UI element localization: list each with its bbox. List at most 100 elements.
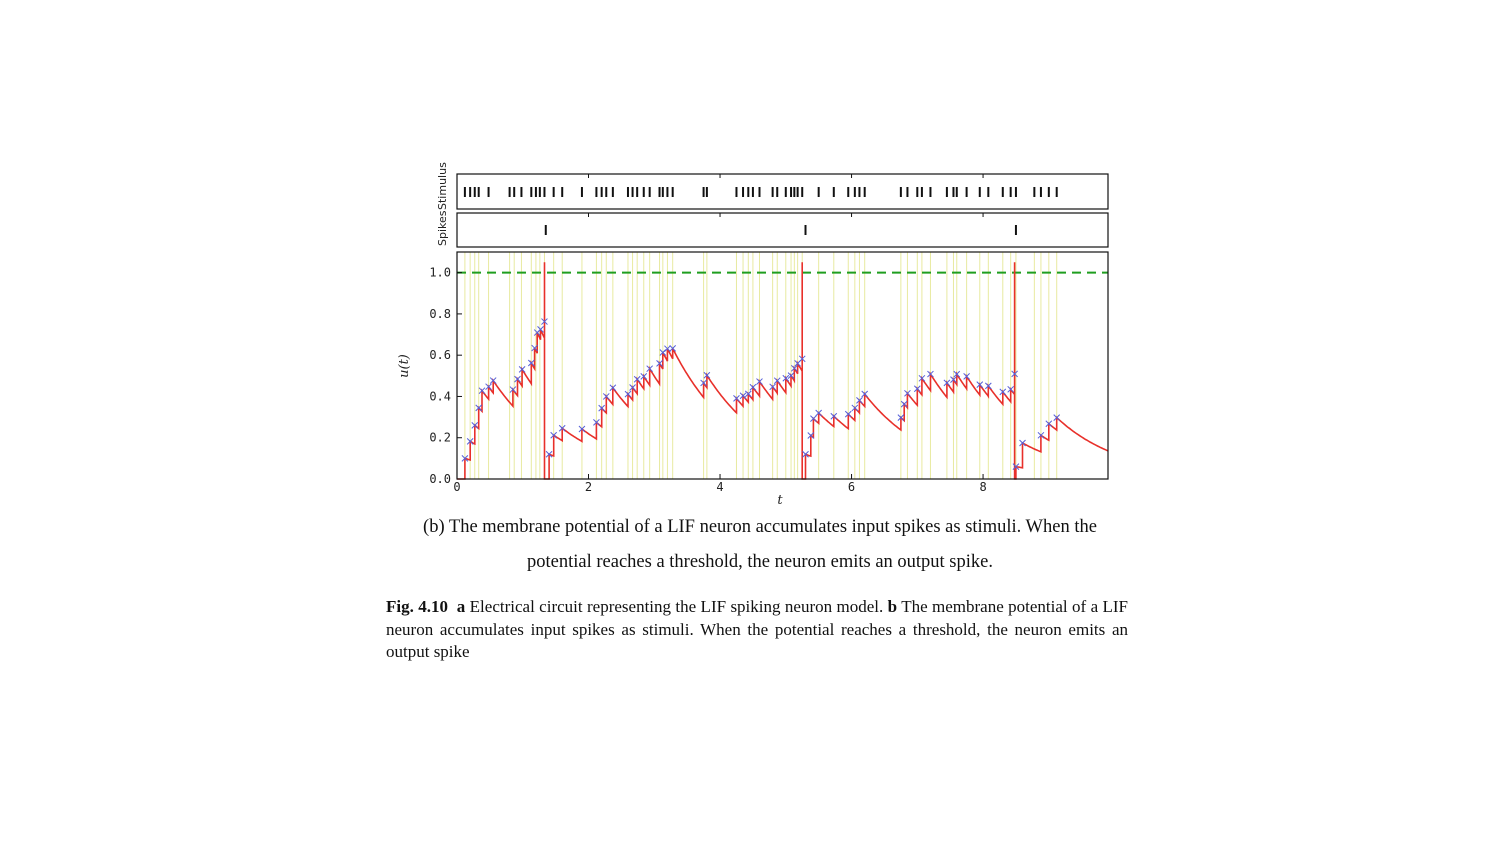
marker-stroke <box>897 414 905 421</box>
marker-stroke <box>769 383 776 391</box>
input-spike-marker <box>851 404 859 412</box>
x-axis-title: t <box>777 493 783 508</box>
input-spike-marker <box>904 389 911 397</box>
input-spike-marker <box>558 424 566 432</box>
input-spike-marker <box>624 390 632 398</box>
marker-stroke <box>999 388 1007 396</box>
input-spike-marker <box>531 344 538 352</box>
input-spike-marker <box>739 392 747 400</box>
stimulus-panel-label: Stimulus <box>436 162 449 210</box>
marker-stroke <box>802 450 809 458</box>
input-spike-marker <box>963 373 970 380</box>
marker-stroke <box>640 372 648 380</box>
marker-stroke <box>739 392 747 400</box>
marker-stroke <box>756 378 763 385</box>
y-tick-label: 0.6 <box>429 348 451 362</box>
stimulus-guide-lines <box>464 252 1058 479</box>
marker-stroke <box>1011 370 1018 378</box>
input-spike-marker <box>475 404 483 412</box>
marker-stroke <box>624 390 632 398</box>
marker-stroke <box>471 421 479 429</box>
input-spike-marker <box>471 421 479 429</box>
caption-part-a-label: a <box>456 597 466 616</box>
spikes-panel-label: Spikes <box>436 210 449 246</box>
input-spike-marker <box>545 450 553 458</box>
input-spike-marker <box>700 379 707 387</box>
y-axis-title: u(t) <box>397 354 412 378</box>
marker-stroke <box>787 372 795 380</box>
lif-chart: Stimulus Spikes 0.0 0.2 0.4 0.6 0.8 1.0 0 2 4 6 8… <box>397 162 1109 508</box>
input-spike-marker <box>478 387 486 395</box>
input-spike-marker <box>489 377 497 384</box>
marker-stroke <box>904 389 911 397</box>
input-spike-marker <box>1011 370 1018 378</box>
input-spike-marker <box>756 378 763 385</box>
input-spike-marker <box>861 390 869 398</box>
marker-stroke <box>518 365 526 373</box>
potential-plot: 0.0 0.2 0.4 0.6 0.8 1.0 0 2 4 6 8 <box>429 174 1109 494</box>
y-tick-label: 0.2 <box>429 431 451 445</box>
caption-part-a-text: Electrical circuit representing the LIF … <box>469 597 884 616</box>
stimulus-raster <box>463 187 1058 197</box>
marker-stroke <box>782 374 790 382</box>
marker-stroke <box>461 455 469 462</box>
input-spike-marker <box>953 370 961 378</box>
marker-stroke <box>537 326 544 333</box>
input-spike-marker <box>918 374 926 382</box>
marker-stroke <box>659 349 667 356</box>
input-spike-marker <box>927 370 934 378</box>
marker-stroke <box>466 438 474 445</box>
input-spike-marker <box>646 365 654 373</box>
input-spike-marker <box>485 383 492 391</box>
input-spike-marker <box>1045 420 1053 428</box>
input-spike-marker <box>744 390 752 398</box>
input-spike-marker <box>593 419 600 426</box>
y-axis-ticks: 0.0 0.2 0.4 0.6 0.8 1.0 <box>429 266 462 486</box>
x-tick-label: 4 <box>716 480 723 494</box>
input-spike-marker <box>659 349 667 356</box>
input-spike-marker <box>773 377 781 385</box>
subcaption-line-2: potential reaches a threshold, the neuro… <box>527 552 993 572</box>
input-spike-marker <box>518 365 526 373</box>
figure-caption: Fig. 4.10 a Electrical circuit represent… <box>386 596 1128 664</box>
input-spike-marker <box>856 397 863 404</box>
input-spike-marker <box>830 412 838 420</box>
marker-stroke <box>963 373 970 380</box>
marker-stroke <box>953 370 961 378</box>
input-spike-marker <box>749 383 757 391</box>
marker-stroke <box>918 374 926 382</box>
marker-stroke <box>976 381 984 389</box>
lif-membrane-figure: Stimulus Spikes 0.0 0.2 0.4 0.6 0.8 1.0 0 2 4 6 8… <box>380 160 1120 512</box>
marker-stroke <box>900 400 908 408</box>
input-spike-marker <box>897 414 905 421</box>
input-spike-marker <box>900 400 908 408</box>
input-spike-marker <box>466 438 474 445</box>
marker-stroke <box>790 364 798 372</box>
y-tick-label: 1.0 <box>429 266 451 280</box>
marker-stroke <box>1012 463 1020 470</box>
marker-stroke <box>550 431 558 439</box>
marker-stroke <box>656 360 663 367</box>
input-spike-marker <box>815 409 823 417</box>
marker-stroke <box>927 370 934 378</box>
input-spike-markers <box>461 318 1061 470</box>
x-tick-label: 0 <box>453 480 460 494</box>
input-spike-marker <box>640 372 648 380</box>
input-spike-marker <box>669 345 677 352</box>
marker-stroke <box>558 424 566 432</box>
caption-part-b-label: b <box>887 597 898 616</box>
x-tick-label: 2 <box>585 480 592 494</box>
marker-stroke <box>844 410 852 418</box>
marker-stroke <box>815 409 823 417</box>
marker-stroke <box>514 375 521 383</box>
marker-stroke <box>733 395 740 402</box>
marker-stroke <box>1037 431 1045 439</box>
input-spike-marker <box>790 364 798 372</box>
caption-part-b-text: The membrane potential of a LIF neuron a… <box>386 597 1129 661</box>
input-spike-marker <box>913 385 921 393</box>
input-spike-marker <box>1012 463 1020 470</box>
input-spike-marker <box>1053 414 1061 421</box>
input-spike-marker <box>798 355 806 363</box>
x-axis-ticks: 0 2 4 6 8 <box>453 174 987 494</box>
marker-stroke <box>475 404 483 412</box>
